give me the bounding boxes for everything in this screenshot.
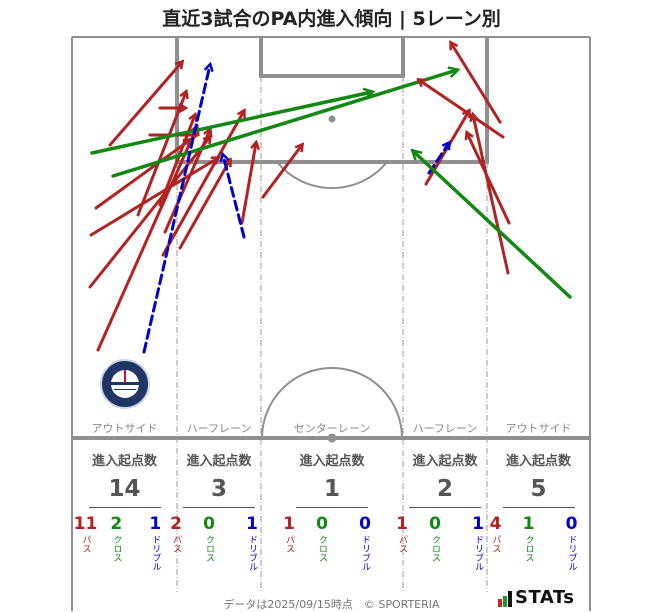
pass-arrow xyxy=(158,115,195,207)
lane-label-left-outside: アウトサイド xyxy=(91,422,158,435)
lane-stats-right-outside: 進入起点数 5 4 パス 1 クロス 0 ドリブル xyxy=(487,450,590,571)
lane-stats-center: 進入起点数 1 1 パス 0 クロス 0 ドリブル xyxy=(261,450,403,571)
center-spot xyxy=(327,433,337,443)
stat-pass: 1 パス xyxy=(283,514,295,553)
stat-pass: 2 パス xyxy=(170,514,182,553)
lane-label-right-outside: アウトサイド xyxy=(505,422,572,435)
stat-dribble: 1 ドリブル xyxy=(246,514,258,571)
entry-arrows xyxy=(88,43,572,354)
lane-label-left-halfspace: ハーフレーン xyxy=(186,422,252,435)
stat-total: 3 xyxy=(210,476,227,502)
lane-stats-left-outside: 進入起点数 14 11 パス 2 クロス 1 ドリブル xyxy=(72,450,177,571)
pass-arrow xyxy=(240,143,256,225)
stat-pass: 1 パス xyxy=(396,514,408,553)
lane-stats-right-halfspace: 進入起点数 2 1 パス 0 クロス 1 ドリブル xyxy=(396,450,487,571)
brand-name: STATs xyxy=(515,587,575,608)
stat-pass: 4 パス xyxy=(489,514,502,553)
pass-arrow xyxy=(473,115,510,275)
stat-cross: 2 クロス xyxy=(110,514,123,562)
pass-arrow xyxy=(136,92,186,217)
chart-title: 直近3試合のPA内進入傾向 | 5レーン別 xyxy=(162,8,501,30)
pass-arrow xyxy=(94,140,190,210)
pass-arrow xyxy=(108,62,182,147)
stat-total: 14 xyxy=(108,476,141,502)
pass-arrow xyxy=(419,80,505,139)
stat-cross: 1 クロス xyxy=(522,514,535,562)
stat-total: 1 xyxy=(323,476,340,502)
pass-arrow xyxy=(88,137,210,289)
stat-header: 進入起点数 xyxy=(412,454,478,469)
dribble-arrow xyxy=(142,65,210,354)
footer-credit: データは2025/09/15時点 © SPORTERIA xyxy=(223,598,440,611)
lane-dividers xyxy=(176,76,488,592)
stat-total: 5 xyxy=(530,476,547,502)
dribble-arrow xyxy=(223,155,246,239)
pass-arrow xyxy=(161,111,244,257)
cross-arrow xyxy=(413,151,572,299)
stat-dribble: 0 ドリブル xyxy=(565,514,578,571)
cross-arrow xyxy=(90,92,372,155)
stat-pass: 11 パス xyxy=(73,514,98,553)
stat-total: 2 xyxy=(436,476,453,502)
divider xyxy=(183,507,255,508)
stat-header: 進入起点数 xyxy=(505,454,571,469)
divider xyxy=(409,507,481,508)
stat-header: 進入起点数 xyxy=(186,454,252,469)
stat-header: 進入起点数 xyxy=(91,454,157,469)
divider xyxy=(502,507,575,508)
lane-label-right-halfspace: ハーフレーン xyxy=(412,422,478,435)
lane-label-center: センターレーン xyxy=(293,422,371,435)
pass-arrow xyxy=(451,43,502,124)
stat-dribble: 1 ドリブル xyxy=(149,514,162,571)
stat-dribble: 0 ドリブル xyxy=(359,514,371,571)
lane-stats-left-halfspace: 進入起点数 3 2 パス 0 クロス 1 ドリブル xyxy=(170,450,261,571)
team-emblem-icon xyxy=(100,359,150,409)
stats-logo: STATs xyxy=(498,589,574,607)
stats-bars-icon xyxy=(498,591,512,607)
penalty-spot xyxy=(328,115,336,123)
divider xyxy=(296,507,368,508)
stat-dribble: 1 ドリブル xyxy=(472,514,484,571)
divider xyxy=(88,507,161,508)
stat-cross: 0 クロス xyxy=(429,514,441,562)
cross-arrow xyxy=(111,70,457,178)
pass-arrow xyxy=(178,160,230,250)
stat-cross: 0 クロス xyxy=(203,514,215,562)
stat-header: 進入起点数 xyxy=(299,454,365,469)
pass-arrow xyxy=(261,145,302,199)
pass-arrow xyxy=(96,127,197,352)
pass-arrow xyxy=(89,158,218,237)
stat-cross: 0 クロス xyxy=(316,514,328,562)
